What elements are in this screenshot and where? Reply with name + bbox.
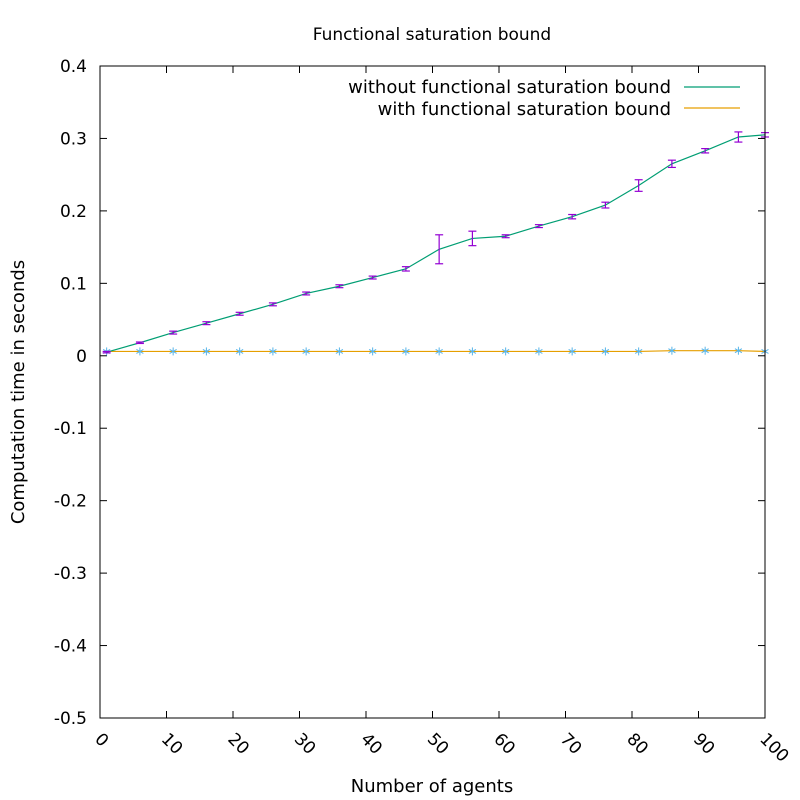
y-tick-label: 0.1 (60, 274, 87, 294)
legend-label-1: with functional saturation bound (378, 99, 671, 120)
data-point-with-bound (202, 347, 211, 356)
plot-frame (99, 65, 766, 719)
axis-ticks: 0.40.30.20.10-0.1-0.2-0.3-0.4-0.50 10 20 30… (54, 57, 793, 766)
x-tick-label: 100 (755, 729, 792, 766)
data-point-with-bound (468, 347, 477, 356)
data-point-with-bound (368, 347, 377, 356)
y-tick-label: -0.5 (54, 709, 87, 729)
x-tick-label: 80 (622, 729, 651, 758)
plot-area (102, 131, 769, 356)
y-tick-label: -0.1 (54, 419, 87, 439)
y-tick-label: 0.4 (60, 57, 87, 77)
error-bar (202, 321, 211, 326)
error-bar (335, 284, 344, 289)
error-bar (601, 201, 610, 209)
y-axis-label: Computation time in seconds (8, 260, 29, 524)
error-bar (701, 147, 710, 154)
data-point-with-bound (601, 347, 610, 356)
chart-title: Functional saturation bound (313, 25, 551, 45)
legend: without functional saturation bound with… (348, 77, 740, 120)
y-tick-label: -0.3 (54, 564, 87, 584)
error-bar (135, 341, 144, 345)
error-bar (634, 179, 643, 192)
error-bar (667, 159, 676, 169)
data-point-with-bound (568, 347, 576, 356)
y-tick-label: 0 (76, 347, 87, 367)
data-point-with-bound (535, 347, 543, 356)
data-point-with-bound (235, 347, 244, 356)
data-point-with-bound (501, 347, 510, 356)
error-bar (501, 234, 510, 239)
data-point-with-bound (269, 347, 277, 356)
data-point-with-bound (701, 346, 709, 355)
y-tick-label: -0.4 (54, 637, 87, 657)
data-point-with-bound (335, 347, 344, 356)
error-bar (401, 266, 410, 272)
data-point-with-bound (169, 347, 177, 356)
data-point-with-bound (435, 347, 443, 356)
x-tick-label: 30 (290, 729, 319, 758)
data-point-with-bound (402, 347, 410, 356)
x-tick-label: 20 (223, 729, 252, 758)
error-bar (169, 330, 178, 335)
data-point-with-bound (634, 347, 643, 356)
data-point-with-bound (136, 347, 144, 356)
x-tick-label: 0 (90, 729, 112, 751)
y-tick-label: -0.2 (54, 492, 87, 512)
data-point-with-bound (668, 346, 676, 355)
error-bar (734, 131, 743, 143)
series-line-without-bound (106, 134, 766, 353)
x-tick-label: 60 (489, 729, 518, 758)
error-bar (302, 291, 311, 296)
error-bar (534, 224, 543, 229)
error-bar (268, 302, 277, 307)
error-bar (435, 234, 444, 265)
error-bar (235, 311, 244, 316)
data-point-with-bound (734, 346, 743, 355)
y-tick-label: 0.3 (60, 129, 87, 149)
y-tick-label: 0.2 (60, 202, 87, 222)
data-point-with-bound (302, 347, 310, 356)
x-tick-label: 40 (356, 729, 385, 758)
x-tick-label: 90 (689, 729, 718, 758)
x-tick-label: 70 (556, 729, 585, 758)
error-bar (102, 350, 111, 354)
x-tick-label: 10 (157, 729, 186, 758)
x-tick-label: 50 (423, 729, 452, 758)
x-axis-label: Number of agents (351, 776, 513, 797)
error-bar (368, 275, 377, 280)
legend-label-0: without functional saturation bound (348, 77, 671, 98)
error-bar (568, 213, 577, 220)
error-bar (468, 230, 477, 247)
